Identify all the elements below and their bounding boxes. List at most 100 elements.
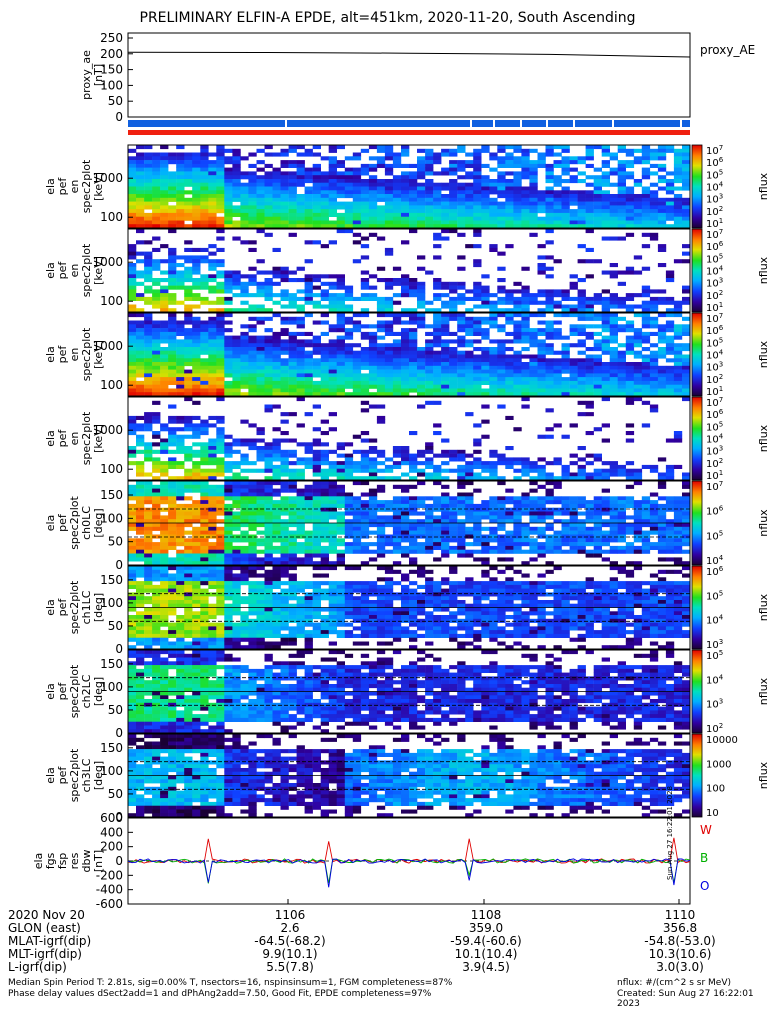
- heatmap-cell: [353, 324, 361, 328]
- heatmap-cell: [473, 229, 481, 233]
- heatmap-cell: [393, 209, 401, 213]
- heatmap-cell: [289, 160, 297, 164]
- heatmap-cell: [321, 156, 329, 160]
- heatmap-cell: [401, 504, 409, 508]
- heatmap-cell: [248, 293, 256, 297]
- heatmap-cell: [216, 156, 224, 160]
- heatmap-cell: [682, 252, 690, 256]
- heatmap-cell: [176, 370, 184, 374]
- heatmap-cell: [184, 255, 192, 259]
- heatmap-cell: [265, 179, 273, 183]
- heatmap-cell: [152, 523, 160, 527]
- heatmap-cell: [297, 500, 305, 504]
- heatmap-cell: [425, 194, 433, 198]
- heatmap-cell: [441, 485, 449, 489]
- heatmap-cell: [497, 183, 505, 187]
- heatmap-cell: [136, 508, 144, 512]
- heatmap-cell: [578, 542, 586, 546]
- heatmap-cell: [168, 175, 176, 179]
- heatmap-cell: [144, 328, 152, 332]
- heatmap-cell: [265, 557, 273, 561]
- heatmap-cell: [457, 496, 465, 500]
- heatmap-cell: [184, 469, 192, 473]
- heatmap-cell: [224, 496, 232, 500]
- heatmap-cell: [465, 370, 473, 374]
- heatmap-cell: [473, 504, 481, 508]
- heatmap-cell: [570, 381, 578, 385]
- heatmap-cell: [184, 554, 192, 558]
- heatmap-cell: [168, 515, 176, 519]
- heatmap-cell: [321, 347, 329, 351]
- heatmap-cell: [578, 358, 586, 362]
- heatmap-cell: [136, 427, 144, 431]
- heatmap-cell: [497, 373, 505, 377]
- heatmap-cell: [529, 538, 537, 542]
- heatmap-cell: [152, 370, 160, 374]
- heatmap-cell: [216, 179, 224, 183]
- heatmap-cell: [152, 351, 160, 355]
- heatmap-cell: [168, 198, 176, 202]
- heatmap-cell: [216, 263, 224, 267]
- heatmap-cell: [265, 164, 273, 168]
- heatmap-cell: [546, 347, 554, 351]
- heatmap-cell: [497, 457, 505, 461]
- heatmap-cell: [216, 297, 224, 301]
- heatmap-cell: [409, 187, 417, 191]
- heatmap-cell: [321, 221, 329, 225]
- heatmap-cell: [650, 332, 658, 336]
- heatmap-cell: [168, 577, 176, 581]
- heatmap-cell: [562, 221, 570, 225]
- heatmap-cell: [136, 542, 144, 546]
- heatmap-cell: [313, 179, 321, 183]
- heatmap-cell: [473, 164, 481, 168]
- heatmap-cell: [297, 473, 305, 477]
- heatmap-cell: [529, 343, 537, 347]
- heatmap-cell: [257, 512, 265, 516]
- heatmap-cell: [682, 221, 690, 225]
- heatmap-cell: [184, 550, 192, 554]
- heatmap-cell: [529, 233, 537, 237]
- heatmap-cell: [457, 527, 465, 531]
- heatmap-cell: [465, 512, 473, 516]
- heatmap-cell: [136, 630, 144, 634]
- heatmap-cell: [369, 465, 377, 469]
- heatmap-cell: [345, 305, 353, 309]
- heatmap-cell: [481, 546, 489, 550]
- heatmap-cell: [176, 171, 184, 175]
- heatmap-cell: [144, 289, 152, 293]
- heatmap-cell: [401, 351, 409, 355]
- heatmap-cell: [497, 454, 505, 458]
- heatmap-cell: [240, 336, 248, 340]
- heatmap-cell: [200, 183, 208, 187]
- heatmap-cell: [602, 557, 610, 561]
- heatmap-cell: [289, 389, 297, 393]
- heatmap-cell: [152, 213, 160, 217]
- heatmap-cell: [634, 293, 642, 297]
- heatmap-cell: [433, 500, 441, 504]
- heatmap-cell: [385, 198, 393, 202]
- heatmap-cell: [529, 504, 537, 508]
- heatmap-cell: [546, 198, 554, 202]
- heatmap-cell: [337, 351, 345, 355]
- heatmap-cell: [521, 457, 529, 461]
- heatmap-cell: [529, 336, 537, 340]
- heatmap-cell: [160, 339, 168, 343]
- heatmap-cell: [409, 535, 417, 539]
- heatmap-cell: [489, 465, 497, 469]
- heatmap-cell: [152, 500, 160, 504]
- heatmap-cell: [128, 248, 136, 252]
- heatmap-cell: [248, 546, 256, 550]
- heatmap-cell: [626, 149, 634, 153]
- heatmap-cell: [570, 328, 578, 332]
- heatmap-cell: [168, 523, 176, 527]
- heatmap-cell: [674, 515, 682, 519]
- heatmap-cell: [184, 489, 192, 493]
- heatmap-cell: [208, 504, 216, 508]
- heatmap-cell: [385, 187, 393, 191]
- heatmap-cell: [329, 343, 337, 347]
- heatmap-cell: [417, 221, 425, 225]
- heatmap-cell: [666, 469, 674, 473]
- heatmap-cell: [610, 213, 618, 217]
- heatmap-cell: [650, 171, 658, 175]
- heatmap-cell: [465, 508, 473, 512]
